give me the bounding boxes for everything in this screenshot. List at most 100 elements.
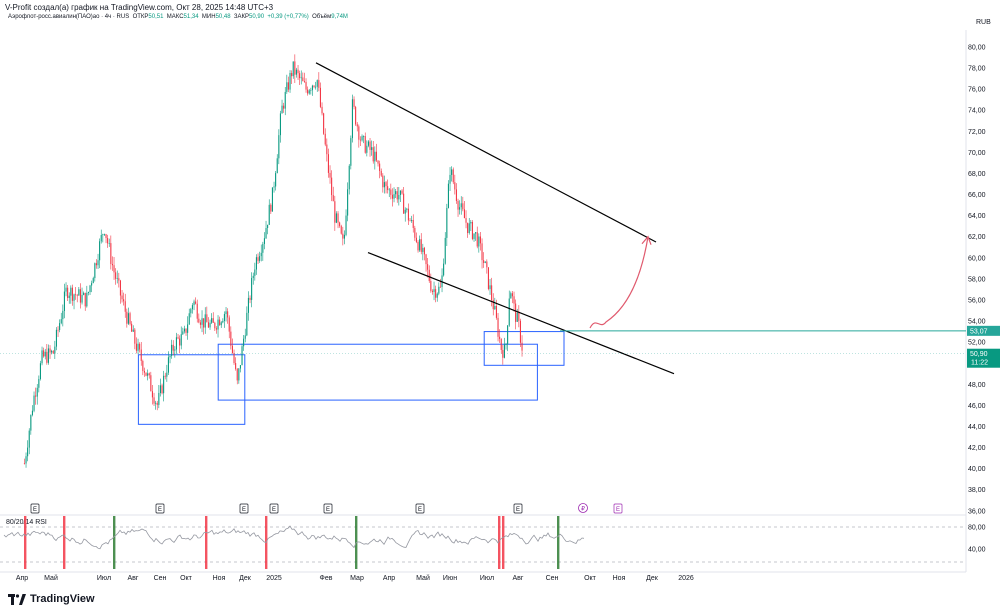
- time-tick-label: 2025: [266, 575, 282, 582]
- candle-body: [387, 186, 389, 190]
- candle-body: [439, 286, 441, 288]
- candle-body: [393, 194, 395, 199]
- candle-body: [294, 61, 296, 75]
- tradingview-logo-icon: [8, 593, 26, 605]
- legend-close-label: ЗАКР: [233, 14, 250, 20]
- price-tick-label: 42,00: [968, 445, 986, 452]
- candle-body: [67, 287, 69, 299]
- candle-body: [123, 299, 125, 302]
- price-tick-label: 56,00: [968, 297, 986, 304]
- candle-body: [420, 239, 422, 252]
- candle-body: [476, 232, 478, 247]
- candle-body: [316, 80, 318, 87]
- candle-body: [87, 292, 89, 293]
- candle-body: [179, 338, 181, 346]
- candle-body: [124, 301, 126, 312]
- candle-body: [383, 182, 385, 188]
- candle-body: [219, 319, 221, 326]
- candle-body: [43, 350, 45, 357]
- candle-body: [231, 345, 233, 353]
- candle-body: [508, 298, 510, 326]
- candle-body: [51, 350, 53, 353]
- candle-body: [324, 133, 326, 145]
- candle-body: [329, 172, 331, 178]
- candle-body: [71, 287, 73, 301]
- price-tick-label: 70,00: [968, 150, 986, 157]
- legend-low: 50,48: [215, 14, 231, 20]
- candle-body: [388, 189, 390, 191]
- legend-open: 50,51: [148, 14, 164, 20]
- candle-body: [473, 233, 475, 239]
- candle-body: [460, 203, 462, 208]
- price-tick-label: 52,00: [968, 340, 986, 347]
- time-tick-label: Сен: [154, 575, 167, 582]
- currency-label: RUB: [976, 19, 991, 26]
- earnings-marker-label: E: [158, 507, 162, 513]
- time-tick-label: Авг: [513, 575, 524, 582]
- candle-body: [99, 241, 101, 261]
- candle-body: [395, 191, 397, 195]
- demand-zone-box: [217, 343, 538, 401]
- candle-body: [103, 234, 105, 235]
- earnings-marker-label: E: [272, 507, 276, 513]
- projection-arrowhead: [641, 235, 652, 245]
- candle-body: [369, 141, 371, 150]
- candle-body: [433, 289, 435, 292]
- candle-body: [47, 348, 49, 363]
- candle-body: [150, 375, 152, 392]
- candle-body: [452, 169, 454, 183]
- candle-body: [116, 278, 118, 279]
- candle-body: [76, 294, 78, 296]
- price-tick-label: 78,00: [968, 66, 986, 73]
- candle-body: [84, 292, 86, 307]
- time-tick-label: 2026: [678, 575, 694, 582]
- level-price-text: 53,07: [970, 328, 988, 335]
- candle-body: [238, 368, 240, 381]
- candle-body: [415, 237, 417, 242]
- candle-body: [251, 278, 253, 300]
- earnings-marker-label: E: [418, 507, 422, 513]
- candle-body: [190, 309, 192, 314]
- candle-body: [83, 292, 85, 295]
- candle-body: [283, 105, 285, 109]
- candle-body: [79, 289, 81, 303]
- price-axis[interactable]: 80,00 78,00 76,00 74,00 72,00 70,00 68,00 66,00…: [968, 45, 986, 516]
- candle-body: [494, 306, 496, 310]
- candle-body: [271, 187, 273, 212]
- rsi-signal-bar: [24, 516, 27, 569]
- rsi-signal-bar: [113, 516, 116, 569]
- candle-body: [412, 219, 414, 228]
- candle-body: [62, 310, 64, 320]
- candle-body: [455, 189, 457, 201]
- candle-body: [227, 311, 229, 318]
- candle-body: [177, 337, 179, 339]
- candle-body: [451, 169, 453, 175]
- candle-body: [46, 351, 48, 363]
- candle-body: [86, 292, 88, 307]
- candle-body: [454, 182, 456, 190]
- candle-body: [502, 349, 504, 358]
- candle-body: [315, 86, 317, 88]
- candle-body: [278, 135, 280, 159]
- countdown-text: 11:22: [971, 360, 988, 367]
- time-tick-label: Май: [416, 574, 430, 582]
- candle-body: [438, 286, 440, 294]
- candle-body: [513, 296, 515, 304]
- earnings-marker: [513, 503, 523, 514]
- legend-low-label: МИН: [201, 14, 216, 20]
- candle-body: [207, 322, 209, 328]
- candle-body: [212, 318, 214, 323]
- candle-body: [225, 311, 227, 315]
- price-tick-label: 38,00: [968, 487, 986, 494]
- candle-body: [518, 312, 520, 321]
- candle-body: [286, 82, 288, 92]
- earnings-marker: [269, 503, 279, 514]
- price-badges: 53,07 50,90 11:22: [967, 325, 1000, 368]
- candle-body: [91, 283, 93, 286]
- candle-body: [308, 90, 310, 94]
- candle-body: [131, 323, 133, 332]
- earnings-marker-label: E: [33, 507, 37, 513]
- candle-body: [443, 263, 445, 276]
- time-axis[interactable]: Апр Май Июл Авг Сен Окт Ноя Дек 2025 Фев Мар Апр Май…: [0, 571, 966, 582]
